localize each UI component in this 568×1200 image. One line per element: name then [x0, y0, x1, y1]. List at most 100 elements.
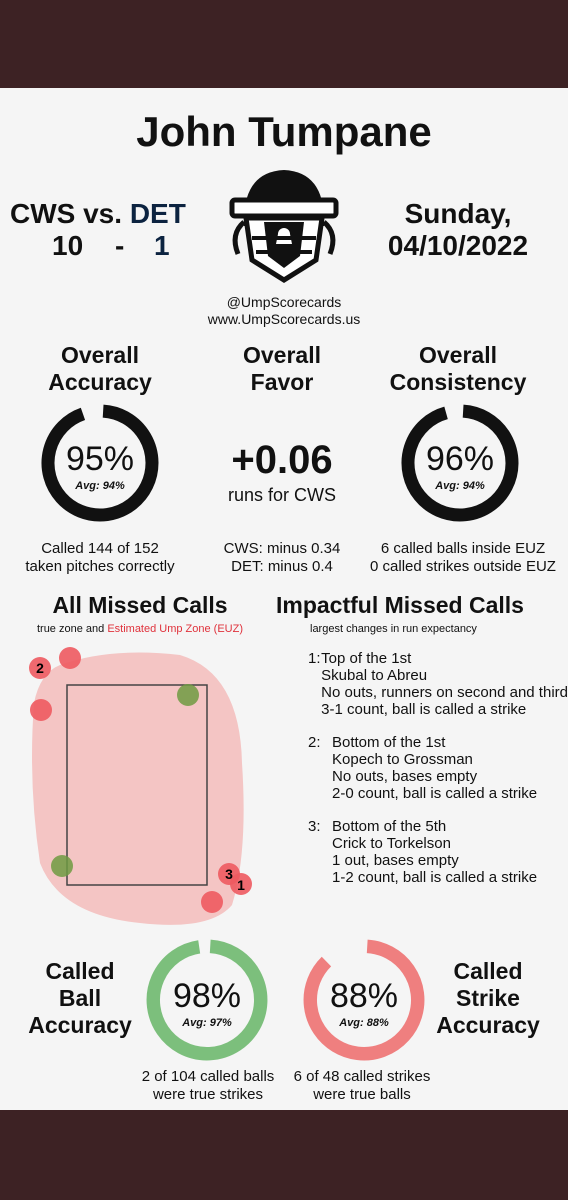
accuracy-note-line1: Called 144 of 152: [41, 540, 159, 557]
consistency-heading-line1: Overall: [419, 342, 497, 368]
favor-value: +0.06: [231, 438, 333, 482]
away-team: CWS: [10, 198, 76, 229]
website-link[interactable]: www.UmpScorecards.us: [207, 311, 361, 327]
impactful-item: 2: Bottom of the 1st Kopech to Grossman …: [308, 734, 568, 802]
home-team: DET: [129, 198, 186, 229]
missed-call-2: [29, 657, 51, 679]
game-date-value: 04/10/2022: [387, 230, 529, 261]
strike-note-line2: were true balls: [313, 1086, 411, 1103]
item-matchup: Crick to Torkelson: [332, 835, 451, 852]
missed-call: [201, 891, 223, 913]
item-call: 2-0 count, ball is called a strike: [332, 785, 538, 802]
accuracy-note: Called 144 of 152 taken pitches correctl…: [0, 540, 200, 576]
vs-label: vs.: [83, 198, 123, 229]
missed-call: [30, 699, 52, 721]
missed-subtitle-prefix: true zone and: [36, 623, 108, 635]
missed-subtitle: true zone and Estimated Ump Zone (EUZ): [0, 623, 280, 635]
missed-call-1: [230, 873, 252, 895]
consistency-note: 6 called balls inside EUZ 0 called strik…: [358, 540, 568, 576]
favor-note: CWS: minus 0.34 DET: minus 0.4: [182, 540, 382, 576]
consistency-ring: [401, 404, 519, 522]
item-matchup: Skubal to Abreu: [321, 667, 428, 684]
consistency-value: 96%: [425, 440, 495, 478]
strike-accuracy-ring: [303, 939, 425, 1061]
missed-label-2: 2: [36, 660, 44, 676]
missed-label-1: 1: [237, 877, 245, 893]
score-dash: -: [114, 230, 125, 261]
ball-accuracy-avg: Avg: 97%: [182, 1017, 232, 1029]
strike-accuracy-heading: Called Strike Accuracy: [408, 958, 568, 1039]
missed-call: [177, 684, 199, 706]
ball-heading-line3: Accuracy: [28, 1012, 132, 1038]
favor-heading-line2: Favor: [250, 369, 314, 395]
favor-unit: runs for CWS: [227, 485, 337, 505]
item-situation: 1 out, bases empty: [332, 852, 459, 869]
item-number: 3:: [308, 818, 321, 835]
item-call: 1-2 count, ball is called a strike: [332, 869, 538, 886]
impactful-heading: Impactful Missed Calls: [276, 592, 524, 618]
credits: @UmpScorecards www.UmpScorecards.us: [0, 294, 568, 328]
strike-heading-line2: Strike: [456, 985, 520, 1011]
favor-note-line2: DET: minus 0.4: [231, 558, 333, 575]
twitter-handle[interactable]: @UmpScorecards: [226, 294, 342, 310]
accuracy-heading-line1: Overall: [61, 342, 139, 368]
missed-heading: All Missed Calls: [52, 592, 228, 618]
favor-heading-line1: Overall: [243, 342, 321, 368]
strike-note-line1: 6 of 48 called strikes: [293, 1068, 431, 1085]
matchup: CWS vs. DET 10 - 1: [10, 198, 186, 262]
impactful-item: 1: Top of the 1st Skubal to Abreu No out…: [308, 650, 568, 718]
game-date: Sunday, 04/10/2022: [358, 198, 558, 262]
umpire-mask-logo: [229, 170, 339, 283]
euz-area: [32, 652, 244, 925]
item-inning: Top of the 1st: [321, 650, 412, 667]
accuracy-note-line2: taken pitches correctly: [25, 558, 175, 575]
accuracy-heading-line2: Accuracy: [48, 369, 152, 395]
ball-note-line2: were true strikes: [152, 1086, 264, 1103]
strike-accuracy-avg: Avg: 88%: [339, 1017, 389, 1029]
home-score: 1: [154, 230, 170, 261]
ring-arc: [146, 939, 268, 1061]
accuracy-heading: Overall Accuracy: [10, 342, 190, 396]
away-score: 10: [52, 230, 84, 261]
consistency-note-line2: 0 called strikes outside EUZ: [370, 558, 556, 575]
item-matchup: Kopech to Grossman: [332, 751, 473, 768]
consistency-heading-line2: Consistency: [389, 369, 527, 395]
consistency-heading: Overall Consistency: [368, 342, 548, 396]
strike-accuracy-note: 6 of 48 called strikes were true balls: [262, 1068, 462, 1104]
consistency-note-line1: 6 called balls inside EUZ: [380, 540, 546, 557]
missed-call: [59, 647, 81, 669]
missed-calls-plot: 2 3 1: [29, 647, 252, 925]
scorecard: John Tumpane CWS vs. DET 10 - 1 Sunday, …: [0, 88, 568, 1110]
ring-arc: [41, 404, 159, 522]
strike-accuracy-value: 88%: [329, 977, 399, 1015]
ball-heading-line2: Ball: [58, 985, 102, 1011]
accuracy-ring: [41, 404, 159, 522]
favor-heading: Overall Favor: [192, 342, 372, 396]
item-inning: Bottom of the 1st: [332, 734, 446, 751]
ring-arc: [303, 939, 425, 1061]
missed-call: [51, 855, 73, 877]
accuracy-value: 95%: [65, 440, 135, 478]
strike-heading-line3: Accuracy: [436, 1012, 540, 1038]
item-situation: No outs, runners on second and third: [321, 684, 568, 701]
impactful-subtitle: largest changes in run expectancy: [310, 623, 477, 635]
game-day: Sunday,: [404, 198, 512, 229]
item-call: 3-1 count, ball is called a strike: [321, 701, 527, 718]
ball-heading-line1: Called: [45, 958, 115, 984]
item-number: 1:: [308, 650, 321, 667]
ball-accuracy-ring: [146, 939, 268, 1061]
missed-subtitle-euz: Estimated Ump Zone (EUZ): [107, 623, 244, 635]
missed-label-3: 3: [225, 866, 233, 882]
impactful-list: 1: Top of the 1st Skubal to Abreu No out…: [308, 650, 568, 902]
ball-note-line1: 2 of 104 called balls: [141, 1068, 275, 1085]
ball-accuracy-note: 2 of 104 called balls were true strikes: [108, 1068, 308, 1104]
ball-accuracy-value: 98%: [172, 977, 242, 1015]
strike-zone: [66, 684, 208, 886]
strike-heading-line1: Called: [453, 958, 523, 984]
ring-arc: [401, 404, 519, 522]
item-inning: Bottom of the 5th: [332, 818, 447, 835]
ball-accuracy-heading: Called Ball Accuracy: [0, 958, 160, 1039]
umpire-name: John Tumpane: [136, 108, 432, 155]
consistency-avg: Avg: 94%: [435, 480, 485, 492]
impactful-item: 3: Bottom of the 5th Crick to Torkelson …: [308, 818, 568, 886]
